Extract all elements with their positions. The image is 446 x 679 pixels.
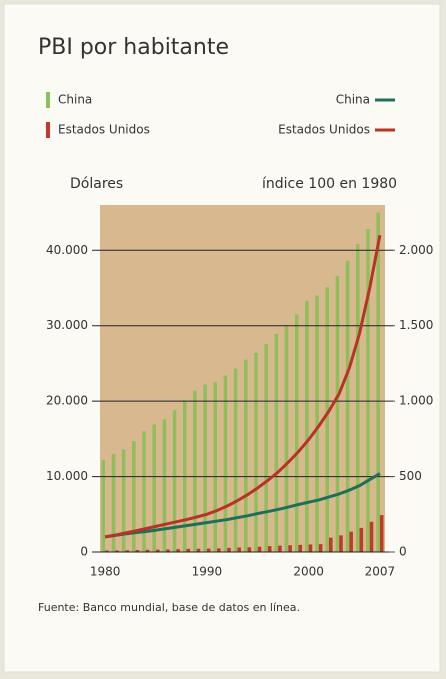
- bar: [203, 384, 207, 552]
- legend-swatch: [46, 92, 50, 108]
- bar: [315, 295, 319, 552]
- y2-tick-label: 1.500: [399, 318, 433, 332]
- x-tick-label: 1990: [192, 565, 223, 579]
- bar: [186, 548, 191, 552]
- legend-label: China: [58, 93, 92, 107]
- bar: [298, 544, 303, 552]
- bar: [335, 275, 340, 552]
- bar: [355, 244, 360, 553]
- bar: [294, 314, 299, 552]
- y-tick-label: 40.000: [46, 243, 88, 257]
- y-tick-label: 20.000: [46, 394, 88, 408]
- bar: [125, 550, 130, 552]
- y-axis-label: Dólares: [70, 176, 123, 192]
- bar: [142, 431, 146, 552]
- line: [104, 472, 381, 539]
- y2-tick-label: 500: [399, 469, 422, 483]
- bar: [227, 547, 231, 552]
- bar: [325, 287, 330, 552]
- legend-label: China: [336, 93, 370, 107]
- bar: [359, 527, 364, 552]
- y2-axis-label: índice 100 en 1980: [262, 176, 397, 192]
- bar: [284, 324, 289, 552]
- bar: [339, 535, 343, 552]
- bar: [145, 549, 150, 552]
- y2-tick-label: 0: [399, 545, 407, 559]
- bar: [172, 410, 177, 552]
- bar: [379, 515, 384, 552]
- x-tick-label: 1980: [90, 565, 121, 579]
- legend-label: Estados Unidos: [58, 123, 150, 137]
- bar: [237, 547, 241, 552]
- bar: [206, 548, 211, 552]
- bar: [176, 549, 180, 552]
- bar: [349, 531, 353, 552]
- bar: [213, 382, 218, 552]
- bar: [223, 375, 228, 552]
- bar: [274, 333, 279, 552]
- bar: [155, 549, 160, 552]
- legend-swatch: [46, 122, 50, 138]
- bar: [254, 352, 258, 552]
- bar: [278, 545, 282, 552]
- bar: [305, 300, 309, 552]
- bar: [162, 419, 167, 552]
- bar: [135, 550, 140, 552]
- bar: [369, 521, 374, 552]
- y-tick-label: 30.000: [46, 318, 88, 332]
- x-tick-label: 2007: [365, 565, 396, 579]
- bar: [366, 229, 370, 552]
- bar: [244, 359, 248, 552]
- y2-tick-label: 2.000: [399, 243, 433, 257]
- source-note: Fuente: Banco mundial, base de datos en …: [38, 601, 300, 614]
- bar: [247, 547, 252, 552]
- y2-tick-label: 1.000: [399, 394, 433, 408]
- bar: [318, 544, 323, 552]
- bar: [121, 449, 126, 552]
- bar: [264, 343, 268, 552]
- bar: [105, 550, 109, 552]
- bar: [166, 549, 170, 552]
- bar: [196, 548, 201, 552]
- line: [104, 234, 382, 539]
- x-tick-label: 2000: [293, 565, 324, 579]
- bar: [115, 550, 119, 552]
- bar: [257, 546, 262, 552]
- bar: [132, 441, 136, 552]
- chart-title: PBI por habitante: [38, 35, 229, 60]
- y-tick-label: 10.000: [46, 469, 88, 483]
- bar: [111, 453, 116, 552]
- bar: [308, 544, 313, 552]
- bar: [152, 424, 156, 552]
- bar: [267, 546, 272, 552]
- bar: [233, 368, 238, 552]
- bar: [329, 537, 333, 552]
- bar: [217, 548, 221, 552]
- legend-label: Estados Unidos: [278, 123, 370, 137]
- bar: [193, 390, 197, 552]
- bar: [288, 545, 292, 552]
- y-tick-label: 0: [80, 545, 88, 559]
- bar: [376, 212, 380, 553]
- bar: [101, 459, 106, 552]
- bar: [345, 260, 350, 552]
